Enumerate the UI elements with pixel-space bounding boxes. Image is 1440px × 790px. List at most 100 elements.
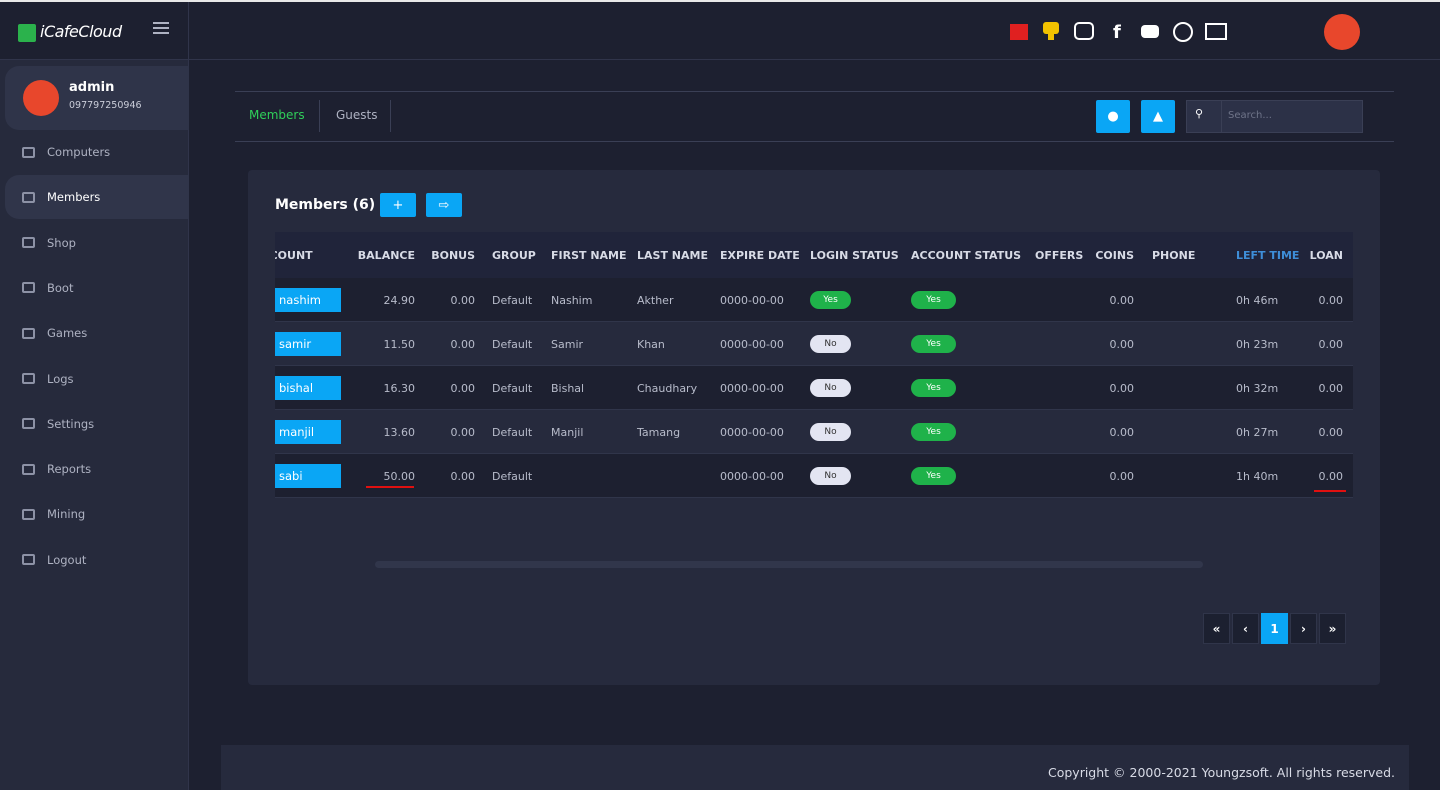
table-cell: 1h 40m (1236, 469, 1279, 483)
trophy-button[interactable]: ▲ (1141, 100, 1175, 133)
status-cell: No (810, 454, 905, 498)
account-button[interactable]: manjil (275, 420, 341, 444)
menu-toggle[interactable] (153, 22, 169, 34)
footer-text: Copyright © 2000-2021 Youngzsoft. All ri… (1047, 765, 1395, 780)
table-cell: 57h 39m (1236, 498, 1306, 500)
table-cell: 16.30 (383, 381, 416, 395)
account-status: Yes (911, 423, 956, 441)
nav-item[interactable]: Computers (22, 142, 182, 162)
account-cell: sabi (275, 454, 343, 498)
page-button[interactable]: » (1319, 613, 1346, 644)
export-button[interactable]: ⇨ (426, 193, 462, 217)
table-cell: 24.90 (383, 293, 416, 307)
svg-text:f: f (1113, 22, 1121, 43)
nav-label: Logout (47, 552, 87, 567)
column-header: BONUS (431, 248, 475, 262)
page-button[interactable]: 1 (1261, 613, 1288, 644)
table-cell: 0.00 (450, 381, 476, 395)
nav-item[interactable]: Logs (22, 369, 182, 389)
table-cell: Samir (551, 337, 584, 351)
divider (390, 100, 391, 132)
user-card: admin 097797250946 (5, 66, 189, 130)
table-cell: 0.00 (1109, 425, 1135, 439)
account-button[interactable]: bishal (275, 376, 341, 400)
scrollbar[interactable] (375, 561, 1203, 568)
status-cell: Yes (911, 410, 1031, 454)
table-cell: 0000-00-00 (720, 469, 784, 483)
table-cell: 1729.80 (361, 498, 415, 500)
account-status: Yes (911, 335, 956, 353)
login-status: No (810, 423, 851, 441)
table-cell: Nashim (551, 293, 593, 307)
tab[interactable]: Guests (336, 108, 378, 122)
tab-bar: Members Guests ● ▲ ⚲ Search... (235, 91, 1394, 142)
page-button[interactable]: « (1203, 613, 1230, 644)
table-cell: 0.00 (425, 498, 475, 500)
account-cell: bishal (275, 366, 343, 410)
status-cell: No (810, 498, 905, 500)
nav-active-bg (5, 175, 189, 220)
account-button[interactable]: sabi (275, 464, 341, 488)
column-header: ACCOUNT STATUS (911, 248, 1022, 262)
tab[interactable]: Members (249, 108, 305, 122)
table-cell: 0.00 (1318, 337, 1344, 351)
nav-item[interactable]: Shop (22, 233, 182, 253)
table-cell: 0.00 (1109, 381, 1135, 395)
table-cell: Default (492, 293, 533, 307)
column-header: COINS (1095, 248, 1134, 262)
nav-label: Games (47, 326, 88, 341)
divider (319, 100, 320, 132)
search-box[interactable]: ⚲ Search... (1186, 100, 1363, 133)
nav-item[interactable]: Boot (22, 278, 182, 298)
table-row (275, 498, 1353, 500)
table-cell: 2022-11-09 (720, 498, 805, 500)
table-cell: Default (492, 469, 533, 483)
account-button[interactable]: nashim (275, 288, 341, 312)
status-cell: Yes (911, 366, 1031, 410)
table-cell: 0.00 (450, 293, 476, 307)
table-cell: 0h 27m (1236, 425, 1279, 439)
login-status: No (810, 467, 851, 485)
table-cell: Bishal (551, 381, 585, 395)
nav-item[interactable]: Logout (22, 550, 182, 570)
column-header: LAST NAME (637, 248, 708, 262)
nav-label: Settings (47, 416, 95, 431)
page-button[interactable]: ‹ (1232, 613, 1259, 644)
column-header: LEFT TIME (1236, 248, 1300, 262)
column-header: LOGIN STATUS (810, 248, 899, 262)
nav-item[interactable]: Settings (22, 414, 182, 434)
nav-item[interactable]: Games (22, 323, 182, 343)
table-cell: 0.00 (1109, 469, 1135, 483)
divider (1221, 101, 1222, 132)
nav-item[interactable]: Mining (22, 504, 182, 524)
search-placeholder: Search... (1228, 110, 1272, 121)
table-cell: 0.00 (1318, 381, 1344, 395)
table-cell: 0000-00-00 (720, 425, 784, 439)
footer: Copyright © 2000-2021 Youngzsoft. All ri… (221, 745, 1409, 790)
user-avatar (23, 80, 59, 116)
table-cell: Rabi (551, 498, 631, 500)
add-button[interactable]: + (380, 193, 416, 217)
login-status: No (810, 335, 851, 353)
account-cell: samir (275, 322, 343, 366)
page-button[interactable]: › (1290, 613, 1317, 644)
column-header: EXPIRE DATE (720, 248, 800, 262)
table-cell: 0.00 (1310, 498, 1343, 500)
column-header: GROUP (492, 248, 536, 262)
table-cell: Tamang (637, 425, 681, 439)
panel-title: Members (6) (275, 197, 376, 213)
table-cell: Shrestha (637, 498, 717, 500)
members-button[interactable]: ● (1096, 100, 1130, 133)
header-avatar[interactable] (1324, 14, 1360, 50)
account-button[interactable]: samir (275, 332, 341, 356)
nav-label: Logs (47, 371, 74, 386)
user-name: admin (69, 80, 115, 95)
annotation-underline (1314, 490, 1346, 492)
table-cell: 0.00 (450, 425, 476, 439)
status-cell: Yes (911, 498, 1031, 500)
table-cell: Chaudhary (637, 381, 698, 395)
nav-item[interactable]: Members (22, 187, 182, 207)
status-cell: Yes (810, 278, 905, 322)
nav-item[interactable]: Reports (22, 459, 182, 479)
